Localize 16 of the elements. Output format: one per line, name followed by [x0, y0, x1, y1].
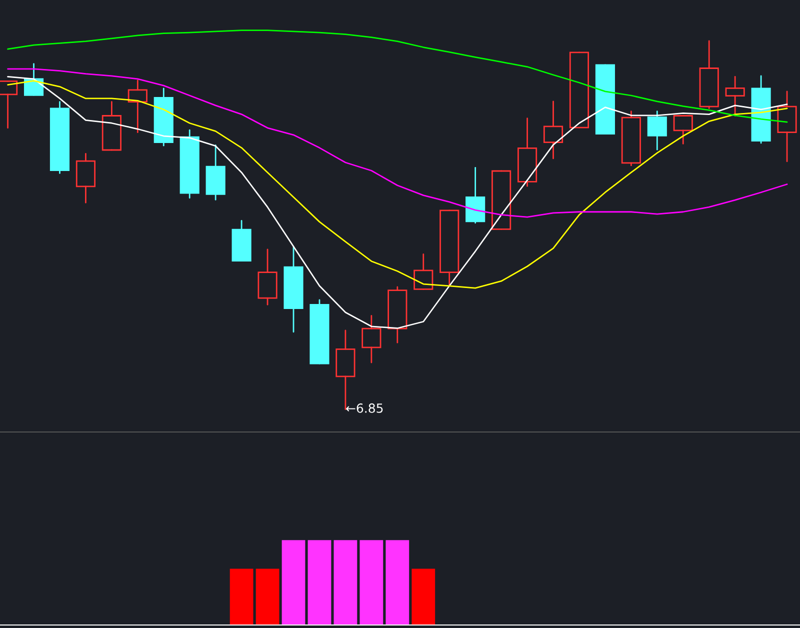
candlestick	[128, 80, 148, 134]
annotation: ←6.85	[346, 403, 383, 413]
candlestick	[725, 76, 745, 116]
candlestick	[284, 246, 304, 333]
candlestick	[543, 100, 564, 160]
candlestick	[362, 315, 382, 364]
candlestick	[76, 152, 96, 204]
candlestick	[388, 286, 408, 344]
candlestick	[206, 144, 226, 200]
candlestick	[466, 166, 486, 224]
candlestick	[154, 88, 174, 146]
candlestick	[777, 90, 797, 162]
candlestick	[180, 129, 200, 199]
candlestick	[699, 40, 719, 110]
candlestick	[50, 101, 70, 174]
candlestick	[517, 118, 538, 187]
